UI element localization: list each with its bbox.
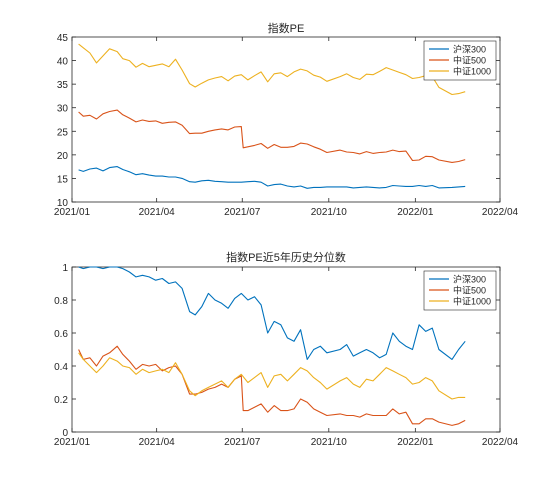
y-axis: 10 15 20 25 30 35 40 45	[57, 33, 500, 209]
x-tick-label: 2022/01	[397, 207, 434, 218]
chart-pe-percentile: 指数PE近5年历史分位数 00.20.40.60.81 2021/01 2021/…	[54, 250, 519, 448]
x-axis: 2021/01 2021/04 2021/07 2021/10 2022/01 2022/…	[54, 267, 519, 448]
series-line-1	[78, 345, 466, 426]
y-tick-label: 20	[57, 151, 69, 162]
y-tick-label: 15	[57, 174, 69, 185]
x-tick-label: 2021/04	[139, 437, 176, 448]
legend-label: 中证500	[453, 285, 486, 296]
y-axis: 0 0.2 0.4 0.6 0.8 1	[54, 263, 500, 439]
y-tick-label: 0	[62, 428, 68, 439]
series-line-2	[78, 43, 466, 96]
y-tick-label: 0.2	[54, 395, 68, 406]
x-tick-label: 2021/07	[224, 207, 261, 218]
legend-label: 中证1000	[453, 66, 491, 77]
y-tick-label: 40	[57, 57, 69, 68]
series-lines	[78, 266, 466, 426]
x-tick-label: 2021/10	[311, 207, 348, 218]
legend-label: 中证500	[453, 55, 486, 66]
y-tick-label: 0.4	[54, 362, 68, 373]
x-tick-label: 2022/04	[482, 437, 519, 448]
chart-title: 指数PE近5年历史分位数	[226, 250, 346, 264]
legend-label: 中证1000	[453, 296, 491, 307]
legend-label: 沪深300	[453, 44, 486, 55]
series-line-0	[78, 166, 466, 189]
series-lines	[78, 43, 466, 189]
y-tick-label: 0.6	[54, 329, 68, 340]
chart-title: 指数PE	[268, 21, 305, 35]
x-tick-label: 2021/01	[54, 207, 91, 218]
y-tick-label: 45	[57, 33, 69, 44]
y-tick-label: 0.8	[54, 296, 68, 307]
y-tick-label: 25	[57, 127, 69, 138]
y-tick-label: 1	[62, 263, 68, 274]
y-tick-label: 30	[57, 104, 69, 115]
series-line-2	[78, 352, 466, 400]
series-line-1	[78, 109, 466, 163]
x-tick-label: 2022/04	[482, 207, 519, 218]
legend-label: 沪深300	[453, 274, 486, 285]
x-tick-label: 2022/01	[397, 437, 434, 448]
x-tick-label: 2021/10	[311, 437, 348, 448]
series-line-0	[78, 266, 466, 360]
y-tick-label: 35	[57, 80, 69, 91]
x-tick-label: 2021/01	[54, 437, 91, 448]
x-axis: 2021/01 2021/04 2021/07 2021/10 2022/01 2022/…	[54, 37, 519, 218]
y-tick-label: 10	[57, 198, 69, 209]
x-tick-label: 2021/04	[139, 207, 176, 218]
x-tick-label: 2021/07	[224, 437, 261, 448]
